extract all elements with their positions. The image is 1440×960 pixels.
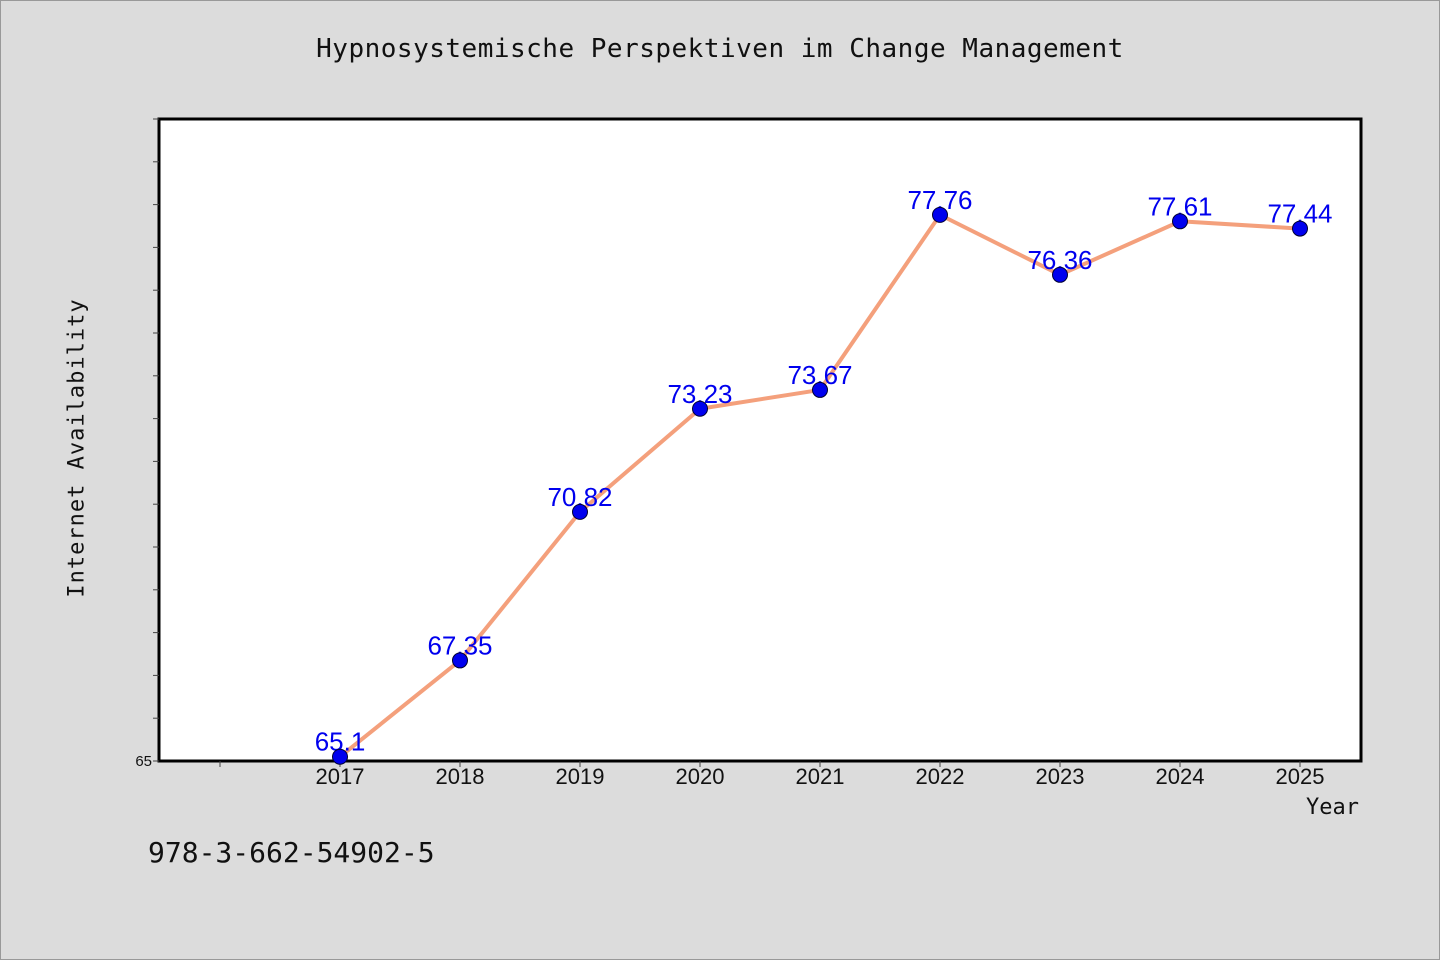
data-point — [452, 652, 468, 669]
y-tick-label: 65 — [135, 753, 152, 770]
x-axis-label: Year — [1306, 795, 1359, 820]
x-tick-label: 2020 — [676, 764, 725, 789]
data-point — [1172, 213, 1188, 230]
data-point — [692, 400, 708, 417]
chart-title: Hypnosystemische Perspektiven im Change … — [316, 34, 1124, 64]
x-tick-label: 2023 — [1036, 764, 1085, 789]
x-tick-label: 2022 — [916, 764, 965, 789]
x-tick-label: 2018 — [436, 764, 485, 789]
plot-area — [157, 117, 1363, 763]
x-tick-label: 2019 — [556, 764, 605, 789]
data-point — [332, 748, 348, 765]
x-tick-label: 2017 — [316, 764, 365, 789]
data-point — [812, 381, 828, 398]
x-axis-ticks: 2017 2018 2019 2020 2021 2022 2023 2024 2025 — [219, 761, 1325, 789]
data-point — [572, 503, 588, 520]
data-point — [1052, 266, 1068, 283]
data-point — [932, 206, 948, 223]
y-axis-ticks: 65 — [135, 118, 159, 770]
isbn-footer: 978-3-662-54902-5 — [148, 836, 435, 869]
x-tick-label: 2021 — [796, 764, 845, 789]
x-tick-label: 2024 — [1156, 764, 1205, 789]
x-tick-label: 2025 — [1276, 764, 1325, 789]
data-point — [1292, 220, 1308, 237]
